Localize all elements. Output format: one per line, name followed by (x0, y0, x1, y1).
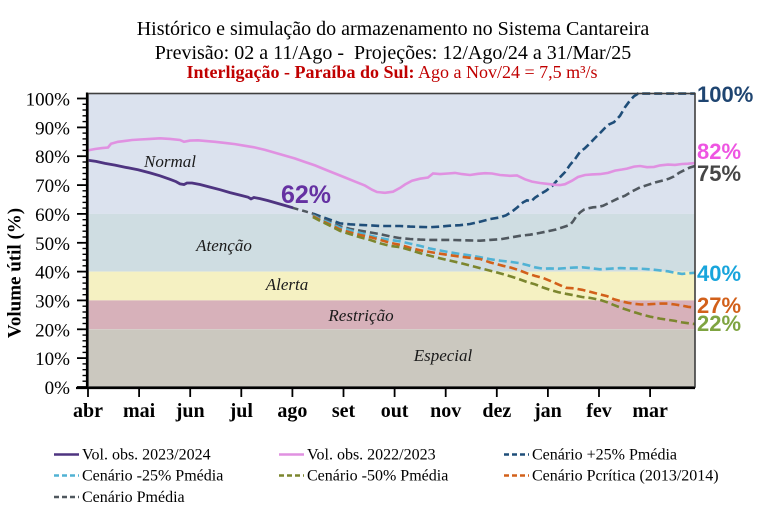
svg-text:62%: 62% (281, 181, 331, 209)
svg-text:10%: 10% (35, 349, 70, 370)
svg-text:dez: dez (482, 400, 511, 422)
svg-text:Volume útil (%): Volume útil (%) (5, 208, 26, 338)
svg-text:40%: 40% (697, 261, 741, 286)
svg-text:90%: 90% (35, 118, 70, 139)
svg-text:mai: mai (123, 400, 156, 422)
svg-text:50%: 50% (35, 234, 70, 255)
svg-text:Cenário Pcrítica (2013/2014): Cenário Pcrítica (2013/2014) (532, 468, 719, 485)
svg-text:Especial: Especial (413, 346, 473, 365)
svg-text:Cenário Pmédia: Cenário Pmédia (82, 489, 185, 506)
svg-text:Cenário -25% Pmédia: Cenário -25% Pmédia (82, 468, 223, 485)
svg-text:Cenário +25% Pmédia: Cenário +25% Pmédia (532, 447, 677, 464)
svg-text:100%: 100% (26, 90, 71, 111)
svg-text:Cenário -50% Pmédia: Cenário -50% Pmédia (307, 468, 448, 485)
svg-text:mar: mar (632, 400, 668, 422)
svg-text:abr: abr (73, 400, 103, 422)
svg-text:jan: jan (533, 400, 562, 422)
svg-text:20%: 20% (35, 320, 70, 341)
svg-text:Alerta: Alerta (265, 275, 309, 294)
svg-text:ago: ago (277, 400, 307, 422)
svg-text:0%: 0% (45, 378, 71, 399)
svg-text:27%: 27% (697, 293, 741, 318)
svg-text:Histórico e simulação do armaz: Histórico e simulação do armazenamento n… (137, 18, 650, 40)
svg-text:Atenção: Atenção (195, 236, 252, 255)
svg-text:out: out (381, 400, 409, 422)
svg-text:nov: nov (430, 400, 461, 422)
svg-text:jul: jul (229, 400, 254, 422)
svg-text:Restrição: Restrição (327, 306, 393, 325)
svg-text:Normal: Normal (143, 152, 196, 171)
svg-text:Previsão: 02 a 11/Ago - Proje: Previsão: 02 a 11/Ago - Projeções: 12/Ag… (155, 42, 631, 64)
svg-text:100%: 100% (697, 82, 753, 107)
svg-text:60%: 60% (35, 205, 70, 226)
svg-text:70%: 70% (35, 176, 70, 197)
svg-text:jun: jun (175, 400, 205, 422)
svg-text:40%: 40% (35, 263, 70, 284)
svg-text:30%: 30% (35, 291, 70, 312)
svg-text:set: set (332, 400, 356, 422)
svg-text:Vol. obs. 2023/2024: Vol. obs. 2023/2024 (82, 447, 211, 464)
svg-text:82%: 82% (697, 139, 741, 164)
svg-text:22%: 22% (697, 311, 741, 336)
svg-text:Vol. obs. 2022/2023: Vol. obs. 2022/2023 (307, 447, 436, 464)
svg-text:Interligação - Paraíba do Sul:: Interligação - Paraíba do Sul: Ago a Nov… (186, 62, 597, 82)
svg-text:fev: fev (586, 400, 612, 422)
svg-text:80%: 80% (35, 147, 70, 168)
svg-text:75%: 75% (697, 161, 741, 186)
